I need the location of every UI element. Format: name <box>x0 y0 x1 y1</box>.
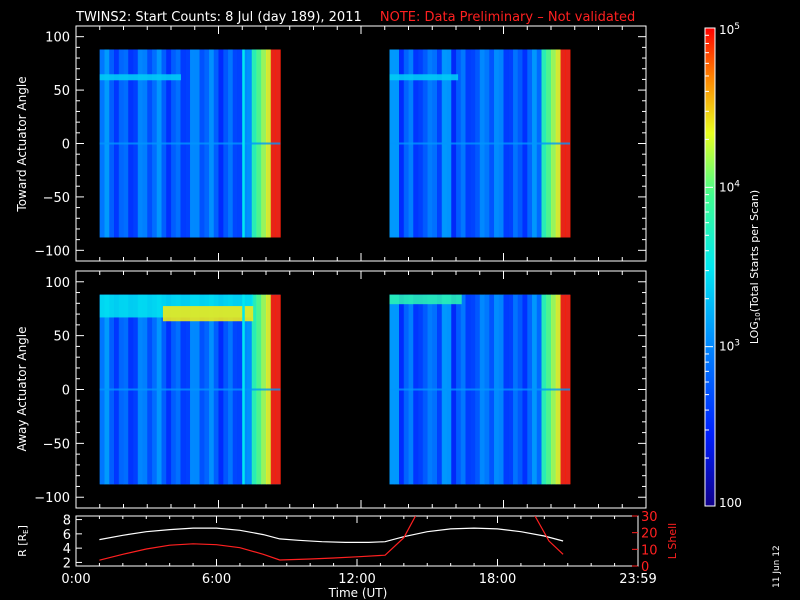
lshell-ytick-2: 20 <box>632 527 658 542</box>
svg-text:30: 30 <box>641 510 658 525</box>
time-tick-label-0: 0:00 <box>61 572 90 587</box>
svg-text:100: 100 <box>45 276 70 291</box>
time-tick-label-2: 12:00 <box>338 572 375 587</box>
radius-ylabel: R [RE] <box>16 525 30 557</box>
date-stamp: 11 Jun 12 <box>772 545 782 588</box>
svg-text:0: 0 <box>62 138 70 153</box>
svg-text:−50: −50 <box>43 437 70 452</box>
away-ytick-4: −100 <box>34 491 646 506</box>
toward-ytick-1: 50 <box>53 84 646 99</box>
toward-ytick-0: 100 <box>45 31 646 46</box>
lshell-ytick-0: 0 <box>632 560 649 575</box>
svg-text:10: 10 <box>641 543 658 558</box>
away-ytick-3: −50 <box>43 437 646 452</box>
svg-text:2: 2 <box>63 556 71 571</box>
svg-text:4: 4 <box>63 542 71 557</box>
svg-text:TWINS2: Start Counts: 8 Jul (: TWINS2: Start Counts: 8 Jul (day 189), 2… <box>75 10 635 25</box>
svg-text:0: 0 <box>641 560 649 575</box>
away-heatmap-panel: 100 50 0 −50 −100 Away Actuator Angle <box>15 270 647 509</box>
toward-ytick-4: −100 <box>34 244 646 259</box>
toward-coverage-block-2 <box>389 49 571 238</box>
svg-text:−100: −100 <box>34 244 70 259</box>
away-angle-ylabel: Away Actuator Angle <box>15 326 29 451</box>
time-tick-label-1: 6:00 <box>202 572 231 587</box>
svg-text:103: 103 <box>719 339 740 354</box>
svg-text:104: 104 <box>719 179 740 194</box>
away-coverage-block-2 <box>389 294 571 485</box>
svg-text:105: 105 <box>719 22 740 37</box>
away-coverage-block-1 <box>99 294 281 485</box>
svg-text:6: 6 <box>63 528 71 543</box>
colorbar-tick-2: 103 <box>705 339 740 354</box>
orbit-series-2 <box>534 516 564 555</box>
preliminary-note: NOTE: Data Preliminary – Not validated <box>380 10 635 25</box>
svg-text:8: 8 <box>63 514 71 529</box>
svg-text:100: 100 <box>45 31 70 46</box>
svg-text:0: 0 <box>62 384 70 399</box>
lshell-ylabel: L Shell <box>666 523 679 559</box>
colorbar-label: LOG10(Total Starts per Scan) <box>748 190 762 344</box>
figure-title: TWINS2: Start Counts: 8 Jul (day 189), 2… <box>75 10 362 25</box>
time-tick-label-3: 18:00 <box>479 572 516 587</box>
orbit-series-0 <box>99 527 564 544</box>
svg-text:20: 20 <box>641 527 658 542</box>
orbit-series-1 <box>99 516 417 561</box>
radius-ytick-3: 8 <box>63 514 82 529</box>
svg-text:50: 50 <box>53 84 70 99</box>
svg-text:100: 100 <box>719 496 742 510</box>
svg-text:−50: −50 <box>43 191 70 206</box>
colorbar: 105 104 103 100 LOG10(Total Starts per Scan… <box>704 22 762 510</box>
radius-ytick-1: 4 <box>63 542 82 557</box>
colorbar-tick-0: 105 <box>705 22 740 37</box>
away-ytick-1: 50 <box>53 330 646 345</box>
svg-text:50: 50 <box>53 330 70 345</box>
radius-ytick-0: 2 <box>63 556 82 571</box>
away-ytick-0: 100 <box>45 276 646 291</box>
away-ytick-2: 0 <box>62 384 646 399</box>
radius-ytick-2: 6 <box>63 528 82 543</box>
colorbar-tick-3: 100 <box>705 496 742 510</box>
toward-ytick-3: −50 <box>43 191 646 206</box>
colorbar-tick-1: 104 <box>705 179 740 194</box>
svg-text:−100: −100 <box>34 491 70 506</box>
lshell-ytick-1: 10 <box>632 543 658 558</box>
lshell-ytick-3: 30 <box>632 510 658 525</box>
toward-ytick-2: 0 <box>62 138 646 153</box>
time-xlabel: Time (UT) <box>328 586 388 600</box>
toward-coverage-block-1 <box>99 49 281 238</box>
toward-heatmap-panel: 100 50 0 −50 −100 Toward Actuator Angle <box>15 25 647 262</box>
time-tick-label-4: 23:59 <box>619 572 656 587</box>
toward-angle-ylabel: Toward Actuator Angle <box>15 76 29 212</box>
